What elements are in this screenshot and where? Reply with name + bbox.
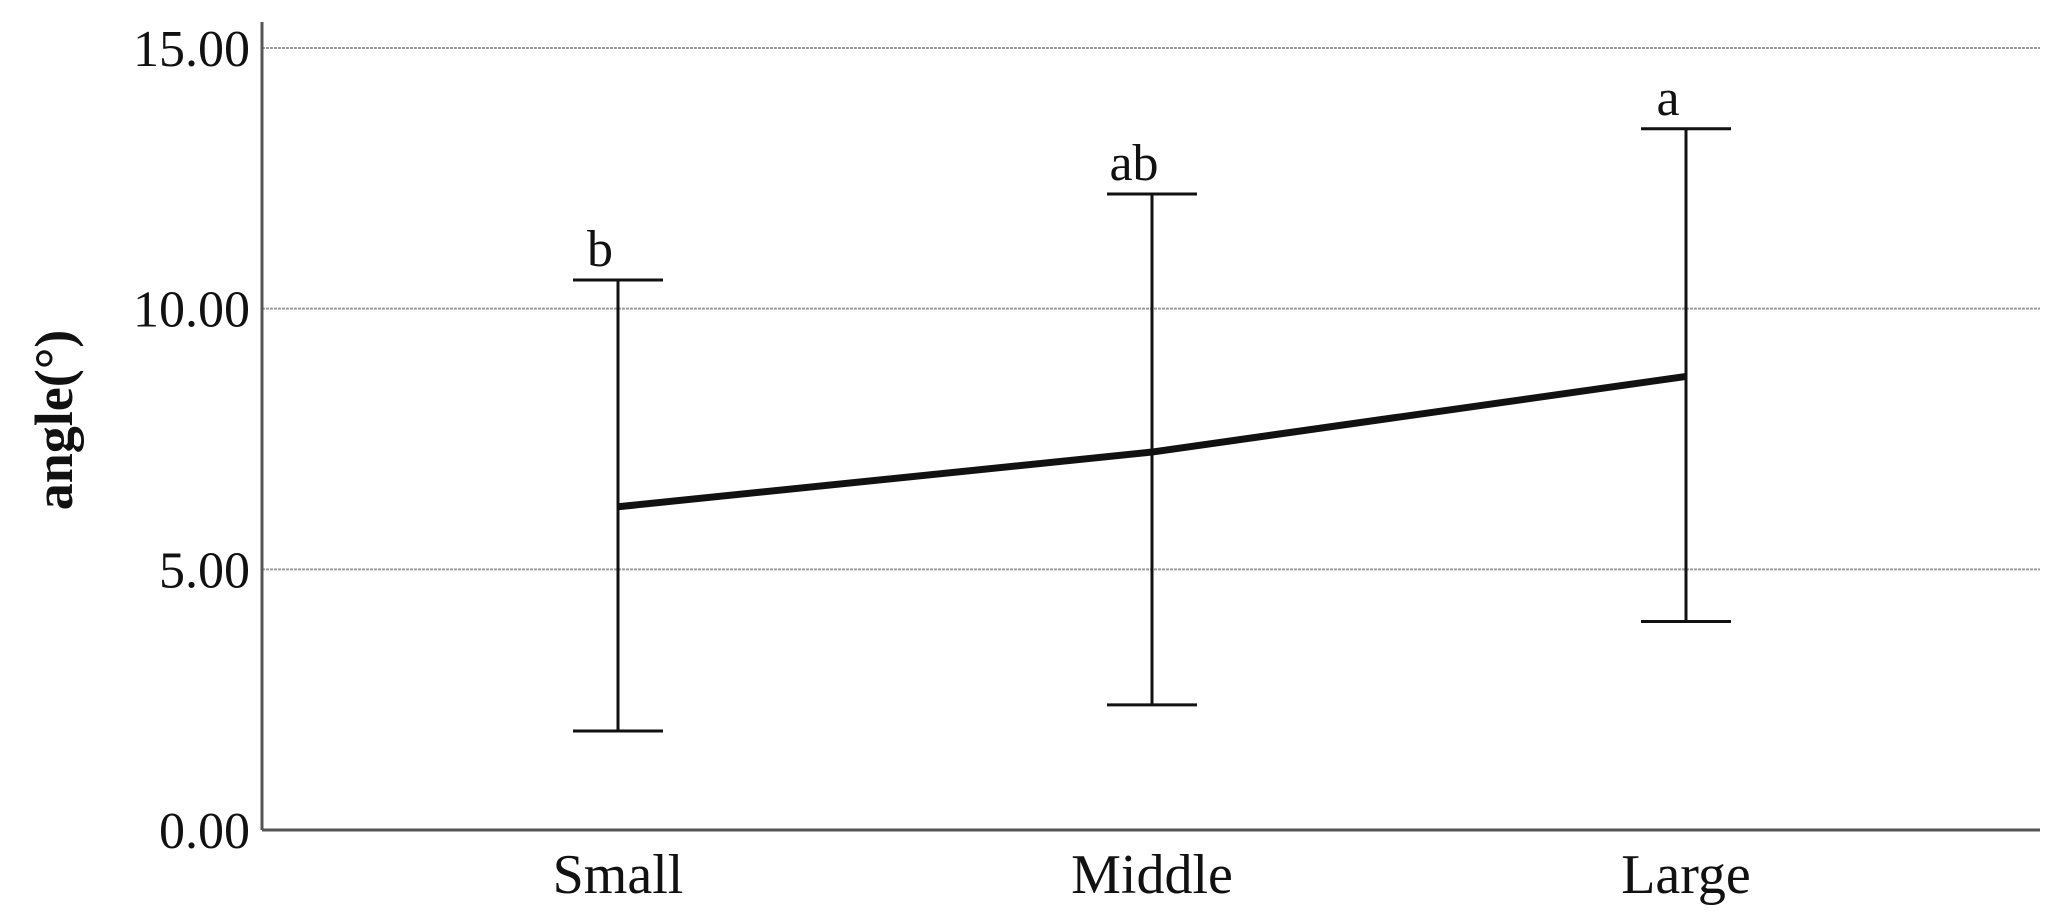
significance-label: b	[587, 221, 613, 278]
significance-label: a	[1656, 70, 1679, 127]
x-tick-label: Small	[553, 844, 684, 906]
mean-line	[617, 372, 1687, 511]
x-tick-labels: Small Middle Large	[553, 844, 1751, 906]
y-tick-label: 0.00	[159, 803, 250, 860]
y-axis-title: angle(°)	[24, 330, 84, 511]
x-tick-label: Middle	[1071, 844, 1233, 906]
y-tick-label: 15.00	[133, 21, 250, 78]
x-tick-label: Large	[1621, 844, 1751, 906]
axes	[260, 22, 2040, 832]
y-tick-label: 5.00	[159, 542, 250, 599]
significance-label: ab	[1109, 135, 1158, 192]
error-bar	[1641, 127, 1731, 623]
significance-labels: b ab a	[587, 70, 1680, 278]
error-bars	[573, 127, 1731, 733]
y-tick-label: 10.00	[133, 282, 250, 339]
y-tick-labels: 0.00 5.00 10.00 15.00	[133, 21, 250, 860]
